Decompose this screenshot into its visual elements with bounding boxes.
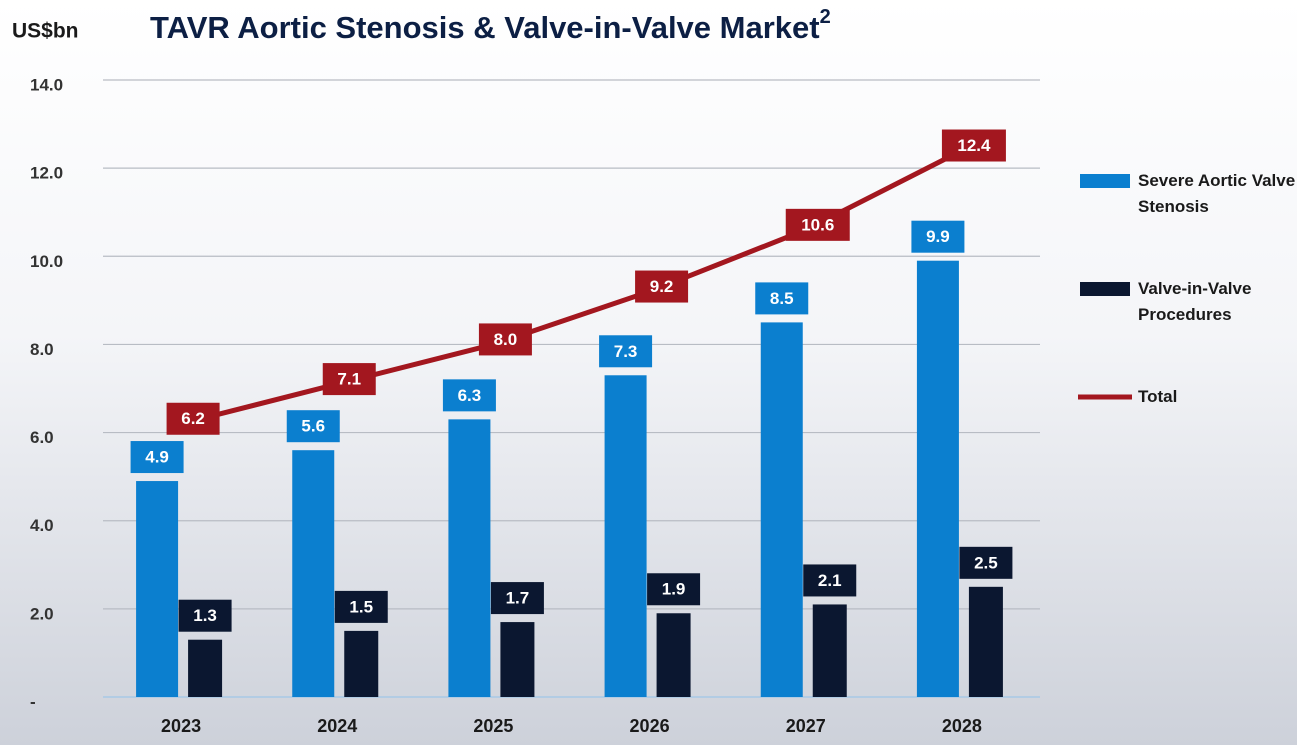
line: [180, 148, 964, 427]
data-label-box: [941, 129, 1006, 162]
data-label-box: [635, 270, 689, 303]
data-label-box: [166, 402, 220, 435]
y-tick-label: 12.0: [30, 164, 63, 183]
data-label-box: [478, 323, 532, 356]
legend-label: Severe Aortic Valve Stenosis: [1138, 171, 1296, 216]
bar: [448, 419, 491, 697]
legend-label: Total: [1138, 387, 1178, 406]
data-label: 7.3: [614, 342, 638, 361]
data-label-box: [442, 379, 496, 412]
y-tick-label: 4.0: [30, 516, 54, 535]
data-label: 7.1: [337, 370, 361, 389]
chart-title: TAVR Aortic Stenosis & Valve-in-Valve Ma…: [150, 6, 831, 45]
x-tick-label: 2027: [786, 716, 826, 736]
data-label-box: [130, 441, 184, 474]
data-label: 1.3: [193, 606, 217, 625]
data-label: 8.5: [770, 289, 794, 308]
bar: [916, 260, 959, 697]
data-label-box: [178, 599, 232, 632]
y-tick-label: 8.0: [30, 340, 54, 359]
data-label: 6.3: [458, 386, 482, 405]
data-label: 4.9: [145, 448, 169, 467]
data-label: 1.9: [662, 580, 686, 599]
data-label-box: [322, 363, 376, 396]
data-label: 10.6: [801, 215, 834, 234]
x-tick-label: 2024: [317, 716, 357, 736]
bar: [136, 481, 179, 697]
x-tick-label: 2028: [942, 716, 982, 736]
bar: [292, 450, 335, 697]
data-label-box: [803, 564, 857, 597]
bar: [656, 613, 691, 697]
data-label: 5.6: [301, 417, 325, 436]
y-tick-label: 10.0: [30, 252, 63, 271]
data-label: 12.4: [957, 136, 991, 155]
data-label-box: [286, 410, 340, 443]
data-label-box: [959, 546, 1013, 579]
bar: [500, 622, 535, 697]
y-tick-label: 6.0: [30, 428, 54, 447]
legend-swatch: [1080, 282, 1130, 296]
legend-swatch: [1080, 174, 1130, 188]
x-tick-label: 2026: [630, 716, 670, 736]
data-label-box: [599, 335, 653, 368]
data-label-box: [911, 220, 965, 253]
data-label-box: [785, 208, 850, 241]
bar: [968, 586, 1003, 697]
y-tick-label: 14.0: [30, 75, 63, 94]
data-label-box: [334, 590, 388, 623]
data-label-box: [755, 282, 809, 315]
bar: [760, 322, 803, 697]
bar: [344, 630, 379, 697]
legend-label: Valve-in-Valve Procedures: [1138, 279, 1252, 324]
data-label: 2.5: [974, 553, 998, 572]
data-label: 1.7: [506, 589, 530, 608]
data-label: 9.9: [926, 227, 950, 246]
y-axis-label: US$bn: [12, 20, 79, 43]
data-label: 6.2: [181, 409, 205, 428]
bar: [188, 639, 223, 697]
bar: [604, 375, 647, 697]
data-label-box: [647, 573, 701, 606]
data-label-box: [490, 582, 544, 615]
x-tick-label: 2025: [473, 716, 513, 736]
y-tick-label: 2.0: [30, 604, 54, 623]
bar: [812, 604, 847, 697]
data-label: 8.0: [494, 330, 518, 349]
data-label: 9.2: [650, 277, 674, 296]
data-label: 2.1: [818, 571, 842, 590]
chart-title-text: TAVR Aortic Stenosis & Valve-in-Valve Ma…: [150, 10, 820, 45]
data-label: 1.5: [349, 597, 373, 616]
x-tick-label: 2023: [161, 716, 201, 736]
title-superscript: 2: [820, 6, 831, 28]
y-tick-label: -: [30, 692, 36, 711]
